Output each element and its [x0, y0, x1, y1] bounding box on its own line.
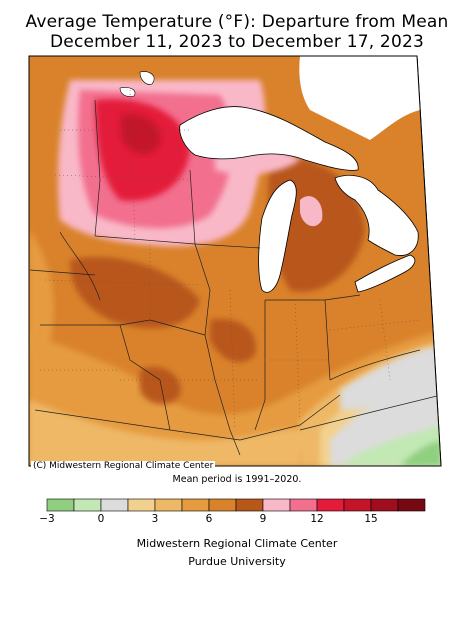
- legend-swatch: [370, 498, 399, 512]
- contour-9-10-michigan: [300, 196, 323, 227]
- legend-tick-label: 3: [151, 513, 159, 525]
- map-title-line1: Average Temperature (°F): Departure from…: [25, 12, 449, 32]
- contour-3-4-south: [29, 400, 310, 466]
- contour-7-9-west: [70, 256, 200, 329]
- lake-erie: [354, 254, 416, 293]
- lake-of-the-woods: [139, 71, 155, 85]
- state-boundaries: [29, 99, 441, 456]
- legend-swatch: [316, 498, 345, 512]
- legend-tick-label: 15: [364, 513, 378, 525]
- legend-tick-label: 12: [310, 513, 324, 525]
- ontario-region: [299, 56, 420, 140]
- legend-tick-label: 0: [97, 513, 105, 525]
- contour-0-1-east: [340, 345, 441, 410]
- legend-swatch: [397, 498, 426, 512]
- contour-7-9-indiana: [210, 319, 256, 363]
- mean-period-note: Mean period is 1991–2020.: [172, 474, 302, 485]
- legend-swatch: [181, 498, 210, 512]
- map-title-line2: December 11, 2023 to December 17, 2023: [50, 32, 424, 52]
- legend-swatch: [46, 498, 75, 512]
- legend-swatch: [127, 498, 156, 512]
- legend-swatch: [343, 498, 372, 512]
- footer-university: Purdue University: [188, 555, 286, 568]
- legend-swatch: [100, 498, 129, 512]
- lake-huron: [334, 174, 419, 256]
- legend-swatch: [262, 498, 291, 512]
- legend-tick-label: 9: [259, 513, 267, 525]
- map-credit: (C) Midwestern Regional Climate Center: [31, 461, 216, 472]
- contour-7-9-iowa: [140, 366, 181, 405]
- legend-swatch: [73, 498, 102, 512]
- lake-superior: [179, 106, 359, 171]
- legend-swatch: [289, 498, 318, 512]
- lake-michigan: [258, 179, 297, 293]
- legend-swatch: [154, 498, 183, 512]
- climate-division-lines: [40, 89, 421, 431]
- red-lake: [119, 87, 136, 97]
- legend-tick-label: 6: [205, 513, 213, 525]
- map-contents: [29, 56, 441, 466]
- legend-swatch: [235, 498, 264, 512]
- contour-negative-core: [400, 440, 441, 466]
- contour-13-15-north: [120, 114, 161, 155]
- contour-4-6-west: [29, 230, 54, 360]
- footer-organization: Midwestern Regional Climate Center: [136, 537, 338, 550]
- legend-tick-label: −3: [39, 513, 55, 525]
- legend-swatch: [208, 498, 237, 512]
